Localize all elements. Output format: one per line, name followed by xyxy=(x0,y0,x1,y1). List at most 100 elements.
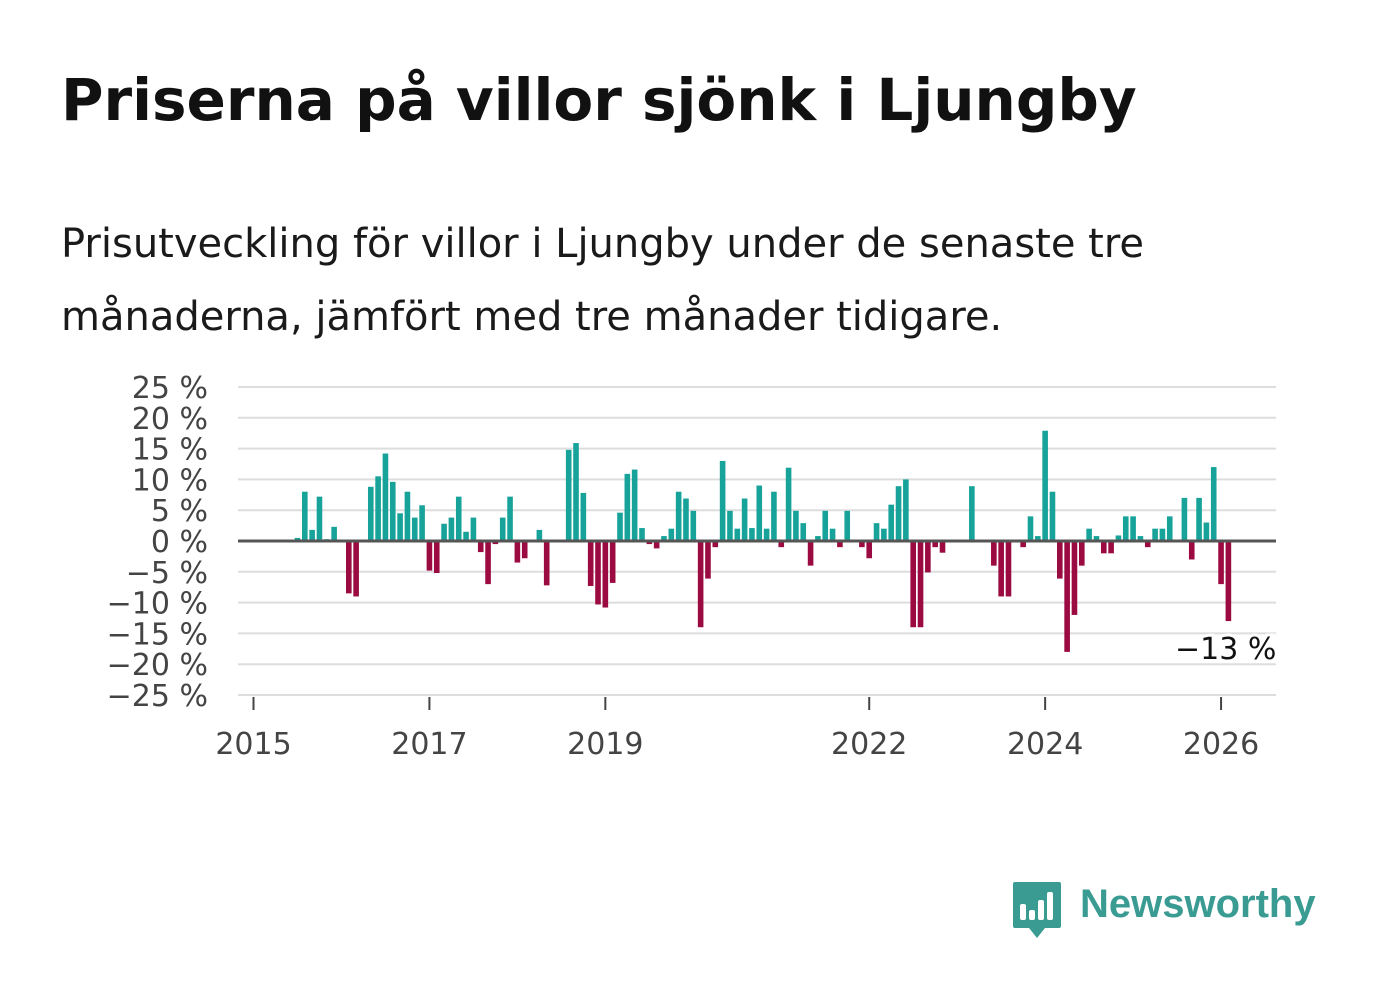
bar-2022-07 xyxy=(910,541,916,628)
last-value-label: −13 % xyxy=(1175,632,1276,667)
bar-2018-12 xyxy=(595,541,601,605)
bar-2022-03 xyxy=(881,528,887,541)
bar-2022-05 xyxy=(895,486,902,541)
bar-series xyxy=(238,430,1276,652)
bar-2020-07 xyxy=(734,528,741,541)
bar-2021-01 xyxy=(778,541,785,548)
bar-2016-07 xyxy=(382,453,389,541)
bar-2018-11 xyxy=(587,541,594,586)
bar-2025-01 xyxy=(1130,516,1136,541)
brand-name: Newsworthy xyxy=(1080,882,1316,926)
bar-2019-12 xyxy=(683,498,689,541)
bar-2017-03 xyxy=(441,523,447,541)
bar-2019-05 xyxy=(631,469,638,541)
bar-2025-09 xyxy=(1188,541,1195,560)
bar-2020-08 xyxy=(741,498,748,541)
bar-2020-10 xyxy=(756,485,763,541)
bar-2024-05 xyxy=(1071,541,1078,615)
bar-2015-09 xyxy=(309,529,315,541)
y-tick-label: 0 % xyxy=(151,525,208,560)
bar-2018-09 xyxy=(573,443,579,541)
bar-2015-12 xyxy=(331,526,337,541)
y-tick-label: −5 % xyxy=(126,556,208,591)
bar-2015-08 xyxy=(302,491,308,541)
bar-2025-03 xyxy=(1144,541,1151,548)
bar-2016-09 xyxy=(397,513,403,541)
bar-2022-11 xyxy=(939,541,946,553)
y-tick-label: 15 % xyxy=(132,433,208,468)
chart-subtitle: Prisutveckling för villor i Ljungby unde… xyxy=(61,221,1145,340)
bar-2022-06 xyxy=(903,479,909,541)
bar-2020-01 xyxy=(690,510,697,541)
bar-2016-02 xyxy=(345,541,352,594)
bar-2026-01 xyxy=(1218,541,1224,585)
bar-2016-08 xyxy=(389,481,396,541)
bar-2016-05 xyxy=(367,486,374,541)
y-axis-labels: 25 %20 %15 %10 %5 %0 %−5 %−10 %−15 %−20 … xyxy=(107,371,208,714)
bar-2018-08 xyxy=(565,449,572,541)
y-tick-label: −25 % xyxy=(107,679,208,714)
bar-2023-08 xyxy=(1005,541,1012,597)
bar-2021-05 xyxy=(807,541,814,566)
bar-2021-12 xyxy=(859,541,865,548)
chart-title: Priserna på villor sjönk i Ljungby xyxy=(61,66,1137,134)
bar-2024-11 xyxy=(1115,535,1122,541)
x-tick-label: 2019 xyxy=(567,727,643,762)
bar-2023-10 xyxy=(1020,541,1026,548)
bar-2019-10 xyxy=(668,528,675,541)
x-axis: 2015 2017 2019 2022 2024 2026 xyxy=(215,697,1259,762)
bar-2024-12 xyxy=(1122,516,1129,541)
bar-2021-03 xyxy=(793,510,799,541)
bar-2016-10 xyxy=(404,491,411,541)
bar-2020-04 xyxy=(712,541,719,548)
bar-2022-04 xyxy=(888,504,895,541)
bar-2016-03 xyxy=(353,541,359,597)
x-tick-label: 2024 xyxy=(1007,727,1083,762)
bar-2020-03 xyxy=(705,541,711,579)
bar-2021-09 xyxy=(837,541,843,548)
y-tick-label: −10 % xyxy=(107,587,208,622)
bar-2025-05 xyxy=(1159,528,1166,541)
bar-2021-10 xyxy=(844,510,851,541)
bar-2022-01 xyxy=(866,541,873,559)
newsworthy-logo: Newsworthy xyxy=(1011,880,1331,944)
bar-2019-08 xyxy=(653,541,660,549)
bar-2020-11 xyxy=(763,528,770,541)
bar-2019-06 xyxy=(639,528,645,541)
bar-2026-02 xyxy=(1225,541,1232,622)
x-tick-label: 2015 xyxy=(215,727,291,762)
bar-2024-02 xyxy=(1049,491,1056,541)
bar-2025-04 xyxy=(1152,528,1158,541)
bar-2023-06 xyxy=(991,541,997,566)
bar-2019-07 xyxy=(646,541,653,545)
bar-2017-01 xyxy=(426,541,433,571)
bar-2017-11 xyxy=(499,517,506,541)
bar-2025-10 xyxy=(1196,497,1202,541)
bar-2015-10 xyxy=(316,496,323,541)
y-tick-label: −20 % xyxy=(107,648,208,683)
bar-2023-07 xyxy=(998,541,1004,597)
x-tick-label: 2026 xyxy=(1183,727,1259,762)
bar-2016-11 xyxy=(411,517,418,541)
bar-2025-06 xyxy=(1166,516,1173,541)
annotations: −13 % xyxy=(1172,629,1279,670)
bar-2022-09 xyxy=(925,541,931,573)
bar-2021-06 xyxy=(815,536,821,541)
bar-2018-10 xyxy=(580,492,587,541)
bar-2016-12 xyxy=(419,505,425,541)
bar-2017-02 xyxy=(433,541,440,574)
bar-2021-08 xyxy=(829,528,836,541)
bar-2025-11 xyxy=(1203,522,1210,541)
bar-2017-08 xyxy=(477,541,484,553)
bar-2024-07 xyxy=(1086,528,1092,541)
bar-2024-03 xyxy=(1057,541,1063,579)
bar-2023-03 xyxy=(969,486,975,541)
bar-2019-02 xyxy=(609,541,616,583)
x-tick-label: 2017 xyxy=(391,727,467,762)
y-tick-label: 10 % xyxy=(132,463,208,498)
bar-2017-05 xyxy=(455,496,462,541)
bar-2020-05 xyxy=(719,460,726,541)
bar-2024-09 xyxy=(1100,541,1107,554)
bar-2024-08 xyxy=(1093,536,1100,541)
